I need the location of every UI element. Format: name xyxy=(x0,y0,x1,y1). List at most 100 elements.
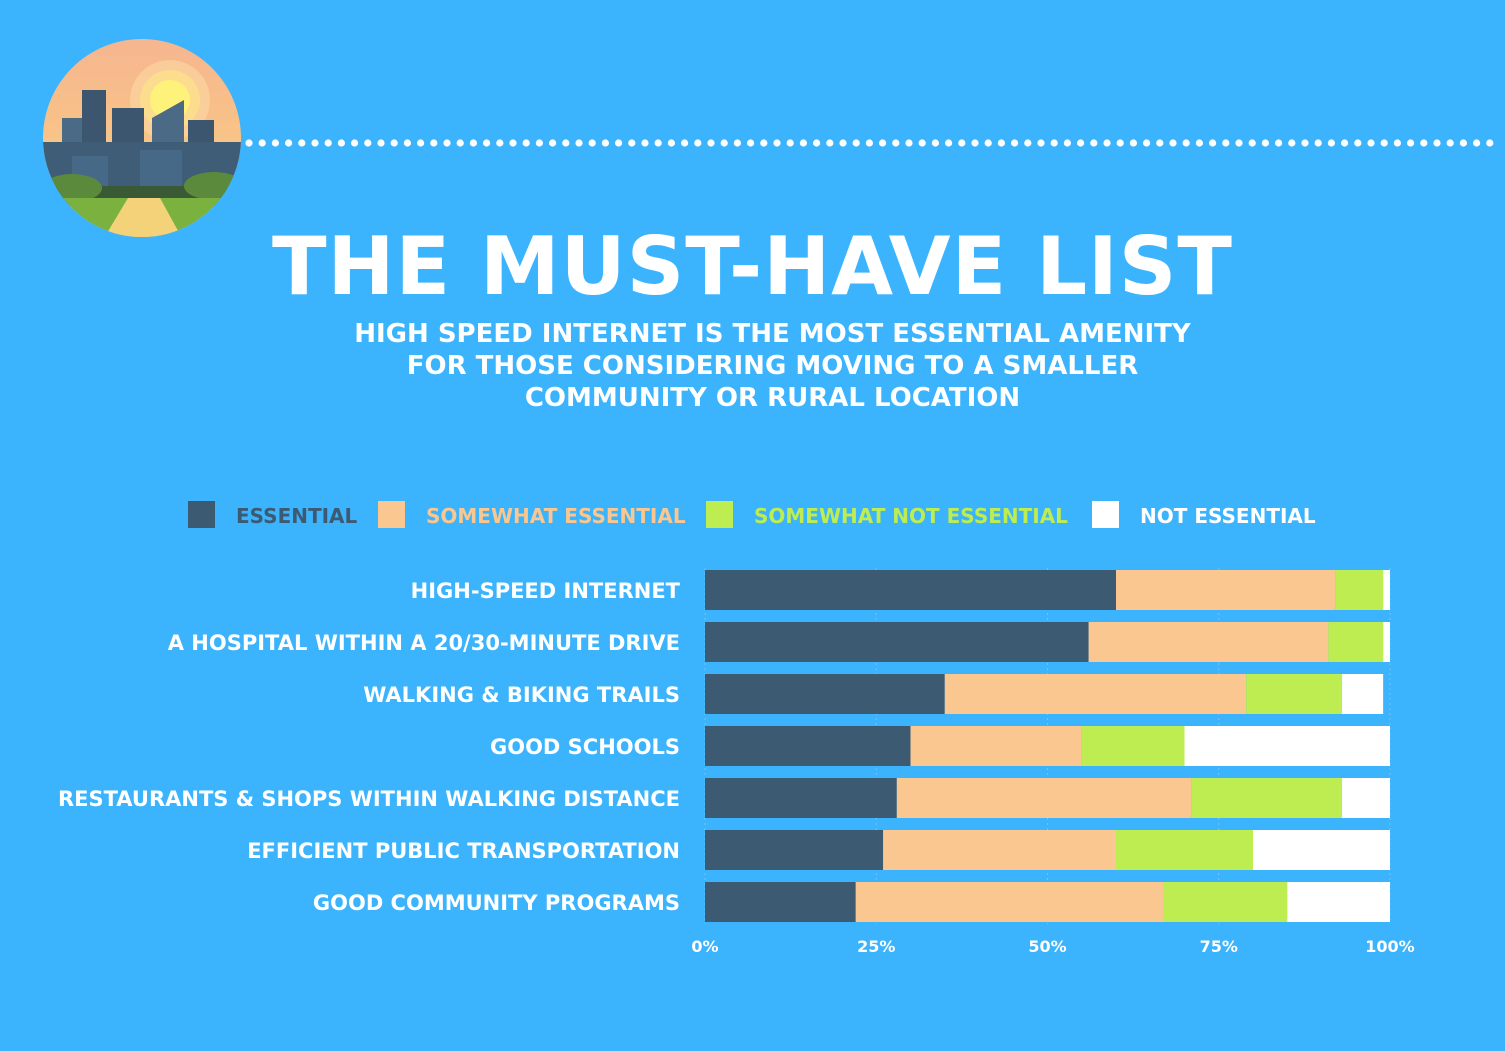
divider-dot xyxy=(879,139,887,147)
divider-dot xyxy=(1143,139,1151,147)
divider-dot xyxy=(1473,139,1481,147)
divider-dot xyxy=(1156,139,1164,147)
divider-dot xyxy=(469,139,477,147)
divider-dot xyxy=(654,139,662,147)
divider-dot xyxy=(601,139,609,147)
bar-segment xyxy=(705,726,911,766)
divider-dot xyxy=(1420,139,1428,147)
divider-dot xyxy=(681,139,689,147)
divider-dot xyxy=(351,139,359,147)
bar-segment xyxy=(1328,622,1384,662)
divider-dot xyxy=(377,139,385,147)
bar-segment xyxy=(1116,570,1336,610)
divider-dot xyxy=(667,139,675,147)
divider-dot xyxy=(1090,139,1098,147)
legend-swatch xyxy=(1092,501,1119,528)
divider-dot xyxy=(285,139,293,147)
bar-segment xyxy=(1383,622,1390,662)
divider-dot xyxy=(1037,139,1045,147)
divider-dot xyxy=(918,139,926,147)
divider-dot xyxy=(747,139,755,147)
city-illustration-icon xyxy=(43,39,241,237)
divider-dot xyxy=(773,139,781,147)
x-tick-label: 100% xyxy=(1365,937,1414,956)
divider-dot xyxy=(403,139,411,147)
page-subtitle: HIGH SPEED INTERNET IS THE MOST ESSENTIA… xyxy=(300,318,1245,414)
divider-dot xyxy=(1393,139,1401,147)
divider-dot xyxy=(1327,139,1335,147)
x-tick-label: 50% xyxy=(1028,937,1066,956)
divider-dot xyxy=(298,139,306,147)
divider-dot xyxy=(1407,139,1415,147)
bar-segment xyxy=(1342,674,1384,714)
subtitle-line: FOR THOSE CONSIDERING MOVING TO A SMALLE… xyxy=(406,351,1139,381)
divider-dot xyxy=(760,139,768,147)
divider-dot xyxy=(324,139,332,147)
divider-dot xyxy=(311,139,319,147)
dotted-divider xyxy=(245,139,1494,147)
bar-segment xyxy=(705,882,856,922)
legend-label: SOMEWHAT NOT ESSENTIAL xyxy=(754,504,1068,528)
bar-segment xyxy=(1342,778,1390,818)
divider-dot xyxy=(799,139,808,147)
divider-dot xyxy=(1248,139,1256,147)
divider-dot xyxy=(483,139,491,147)
bar-segment xyxy=(1184,726,1390,766)
divider-dot xyxy=(1486,139,1494,147)
bar-segment xyxy=(883,830,1116,870)
divider-dot xyxy=(1129,139,1137,147)
legend-swatch xyxy=(378,501,405,528)
bar-segment xyxy=(705,570,1116,610)
divider-dot xyxy=(958,139,966,147)
bar-segment xyxy=(1287,882,1390,922)
divider-dot xyxy=(852,139,860,147)
divider-dot xyxy=(1077,139,1085,147)
divider-dot xyxy=(258,139,266,147)
category-label: EFFICIENT PUBLIC TRANSPORTATION xyxy=(247,839,680,863)
divider-dot xyxy=(1354,139,1362,147)
divider-dot xyxy=(786,139,794,147)
divider-dot xyxy=(1103,139,1111,147)
divider-dot xyxy=(1433,139,1441,147)
divider-dot xyxy=(549,139,557,147)
bar-segment xyxy=(705,674,945,714)
divider-dot xyxy=(1341,139,1349,147)
category-label: GOOD SCHOOLS xyxy=(490,735,680,759)
divider-dot xyxy=(1195,139,1203,147)
bar-segment xyxy=(1335,570,1384,610)
divider-dot xyxy=(720,139,728,147)
divider-dot xyxy=(1301,139,1309,147)
divider-dot xyxy=(1209,139,1217,147)
divider-dot xyxy=(588,139,596,147)
divider-dot xyxy=(1314,139,1322,147)
divider-dot xyxy=(443,139,451,147)
divider-dot xyxy=(1459,139,1467,147)
divider-dot xyxy=(337,139,345,147)
bar-segment xyxy=(705,622,1089,662)
divider-dot xyxy=(1024,139,1032,147)
subtitle-line: HIGH SPEED INTERNET IS THE MOST ESSENTIA… xyxy=(354,319,1191,349)
bar-segment xyxy=(896,778,1192,818)
divider-dot xyxy=(364,139,372,147)
category-label: WALKING & BIKING TRAILS xyxy=(363,683,680,707)
legend-label: SOMEWHAT ESSENTIAL xyxy=(426,504,686,528)
stacked-bar-chart: ESSENTIAL SOMEWHAT ESSENTIAL SOMEWHAT NOT … xyxy=(58,501,1415,956)
divider-dot xyxy=(1275,139,1283,147)
divider-dot xyxy=(641,139,649,147)
divider-dot xyxy=(496,139,504,147)
divider-dot xyxy=(733,139,741,147)
bar-segment xyxy=(1383,570,1390,610)
divider-dot xyxy=(1011,139,1019,147)
divider-dot xyxy=(509,139,517,147)
bar-segment xyxy=(1088,622,1329,662)
divider-dot xyxy=(562,139,570,147)
legend-swatch xyxy=(188,501,215,528)
bar-segment xyxy=(944,674,1247,714)
legend-swatch xyxy=(706,501,733,528)
category-label: HIGH-SPEED INTERNET xyxy=(411,579,681,603)
divider-dot xyxy=(1261,139,1269,147)
divider-dot xyxy=(971,139,979,147)
divider-dot xyxy=(839,139,847,147)
divider-dot xyxy=(1116,139,1124,147)
divider-dot xyxy=(456,139,464,147)
